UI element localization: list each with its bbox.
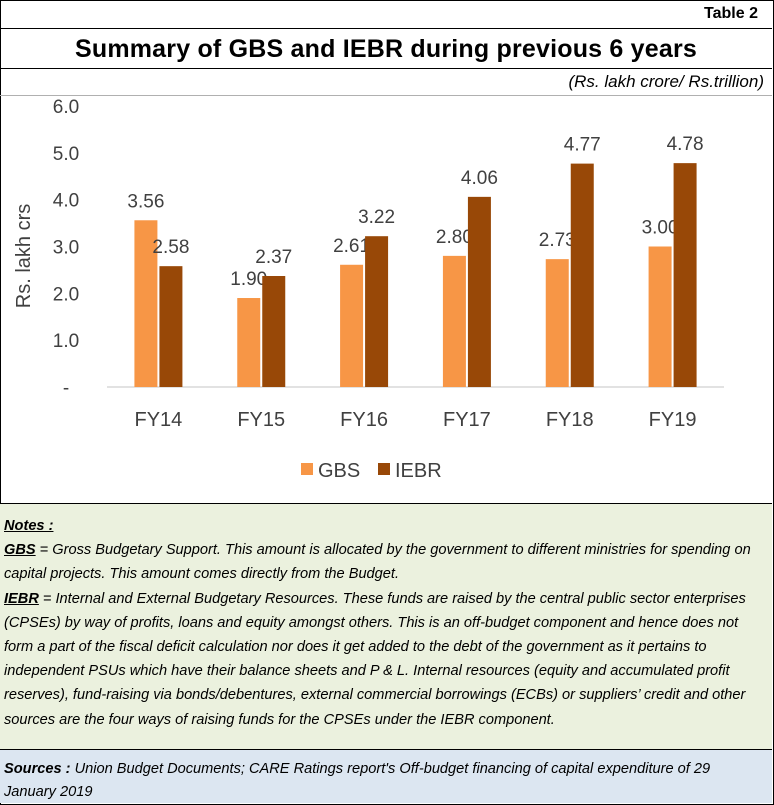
notes-section: Notes : GBS = Gross Budgetary Support. T… (0, 504, 772, 750)
gbs-legend-label: GBS (318, 460, 360, 482)
iebr-term: IEBR (4, 590, 39, 607)
iebr-data-label: 2.37 (255, 247, 292, 268)
bar-chart: - 1.0 2.0 3.0 4.0 5.0 6.0 3.56 2.58 1.902.37 2.61… (13, 97, 724, 482)
y-tick-label: 6.0 (53, 97, 79, 118)
gbs-bar (648, 246, 672, 387)
gbs-bar (545, 259, 569, 387)
iebr-data-label: 3.22 (358, 207, 395, 228)
gbs-bar (340, 264, 364, 387)
table-tag-row: Table 2 (0, 0, 772, 29)
y-axis-label: Rs. lakh crs (13, 204, 35, 308)
table-tag: Table 2 (704, 5, 758, 22)
title-row: Summary of GBS and IEBR during previous … (0, 29, 772, 69)
iebr-bar (365, 236, 389, 387)
sources-text: Union Budget Documents; CARE Ratings rep… (4, 761, 711, 800)
gbs-bar (134, 220, 158, 387)
gbs-legend-swatch (301, 463, 313, 475)
iebr-data-label: 4.78 (667, 134, 704, 155)
gbs-definition: = Gross Budgetary Support. This amount i… (4, 542, 751, 583)
notes-heading: Notes : (4, 518, 54, 534)
x-tick-label: FY14 (135, 409, 183, 431)
unit-note: (Rs. lakh crore/ Rs.trillion) (568, 72, 764, 91)
y-tick-label: 3.0 (53, 238, 79, 259)
iebr-bar (570, 163, 594, 387)
chart-title: Summary of GBS and IEBR during previous … (74, 35, 698, 63)
gbs-term: GBS (4, 542, 36, 559)
x-tick-label: FY16 (340, 409, 388, 431)
y-tick-label: 1.0 (53, 331, 79, 352)
gbs-data-label: 3.56 (127, 191, 164, 212)
sources-label: Sources : (4, 761, 71, 777)
iebr-data-label: 4.77 (564, 135, 601, 156)
x-tick-label: FY17 (443, 409, 491, 431)
iebr-legend-label: IEBR (395, 460, 442, 482)
iebr-bar (262, 276, 286, 387)
iebr-data-label: 2.58 (152, 237, 189, 258)
gbs-bar (442, 255, 466, 387)
x-tick-label: FY18 (546, 409, 594, 431)
y-tick-label: - (63, 378, 69, 399)
x-tick-label: FY15 (237, 409, 285, 431)
sources-section: Sources : Union Budget Documents; CARE R… (0, 750, 772, 803)
gbs-data-label: 2.80 (436, 227, 473, 248)
gbs-data-label: 3.00 (642, 218, 679, 239)
y-tick-label: 5.0 (53, 144, 79, 165)
iebr-data-label: 4.06 (461, 168, 498, 189)
chart-area: - 1.0 2.0 3.0 4.0 5.0 6.0 3.56 2.58 1.90 2.37 2.61… (0, 96, 772, 504)
iebr-bar (467, 196, 491, 387)
iebr-bar (673, 163, 697, 387)
gbs-data-label: 1.90 (230, 269, 267, 290)
gbs-data-label: 2.61 (333, 236, 370, 257)
y-tick-label: 4.0 (53, 191, 79, 212)
gbs-data-label: 2.73 (539, 230, 576, 251)
x-tick-label: FY19 (649, 409, 697, 431)
y-tick-label: 2.0 (53, 284, 79, 305)
unit-row: (Rs. lakh crore/ Rs.trillion) (0, 69, 772, 96)
iebr-definition: = Internal and External Budgetary Resour… (4, 590, 746, 728)
iebr-bar (159, 266, 183, 387)
iebr-legend-swatch (378, 463, 390, 475)
gbs-bar (237, 298, 261, 387)
